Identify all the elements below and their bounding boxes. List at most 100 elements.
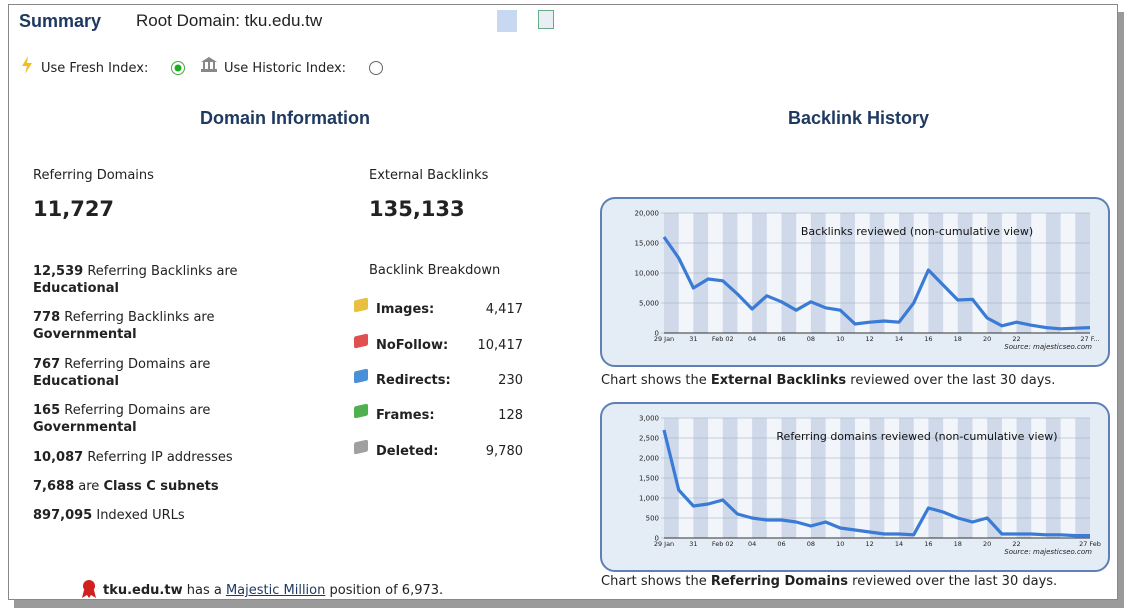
x-tick-label: 16 [924,335,932,343]
fact-number: 10,087 [33,450,84,465]
caption-text: reviewed over the last 30 days. [850,373,1056,388]
backlink-history-heading: Backlink History [788,108,930,128]
x-tick-label: 27 Feb [1079,540,1101,548]
fact-number: 897,095 [33,508,93,523]
breakdown-value: 9,780 [485,444,523,459]
fact-number: 165 [33,403,61,418]
fact: 767 Referring Domains are Educational [33,356,210,390]
fact-bold: Educational [33,374,120,389]
y-tick-label: 0 [655,535,659,543]
x-tick-label: Feb 02 [712,540,734,548]
data-line [662,236,1091,331]
x-tick-label: 06 [777,540,785,548]
x-tick-label: 29 Jan [654,540,674,548]
x-tick-label: Feb 02 [712,335,734,343]
summary-title: Summary [19,11,102,31]
chart-source: Source: majesticseo.com [1004,343,1092,351]
y-tick-label: 0 [655,330,659,338]
award-icon [82,580,96,598]
breakdown-value: 128 [498,408,523,423]
chart-title: Referring domains reviewed (non-cumulati… [776,430,1057,443]
data-line [662,429,1090,538]
y-tick-label: 1,500 [639,475,659,483]
fact-number: 778 [33,310,61,325]
fact-bold: Governmental [33,420,137,435]
fact: 165 Referring Domains are Governmental [33,402,210,436]
fact-text: Referring Domains are [64,357,211,372]
x-tick-label: 31 [689,335,697,343]
footer-text: has a [186,583,222,598]
icon[interactable] [538,10,554,29]
icon[interactable] [497,10,517,32]
line-chart: 0 5,000 10,000 15,000 20,000 29 Jan 31 Feb 02 04… [600,197,1110,367]
caption-text: Chart shows the [601,373,707,388]
breakdown-label: Frames: [376,408,435,423]
root-domain: Root Domain: tku.edu.tw [136,11,323,30]
caption-text: Chart shows the [601,574,707,589]
stat-value: 135,133 [369,197,465,221]
stat-label: External Backlinks [369,168,489,183]
breakdown-value: 230 [498,373,523,388]
footer: tku.edu.tw has a Majestic Million positi… [103,583,443,598]
x-tick-label: 14 [895,335,903,343]
fact-number: 767 [33,357,61,372]
y-tick-label: 2,000 [639,455,659,463]
x-tick-label: 31 [689,540,697,548]
fact-bold: Class C subnets [103,479,219,494]
fact-text: are [78,479,100,494]
x-tick-label: 08 [807,335,815,343]
historic-index-label: Use Historic Index: [224,61,347,76]
footer-text: position of 6,973. [329,583,444,598]
x-tick-label: 04 [748,335,756,343]
fact-text: Indexed URLs [96,508,185,523]
breakdown-label: Images: [376,302,435,317]
y-tick-label: 20,000 [635,210,660,218]
x-tick-label: 06 [777,335,785,343]
footer-domain: tku.edu.tw [103,583,183,598]
chart-caption: Chart shows the External Backlinks revie… [601,373,1055,388]
y-tick-label: 2,500 [639,435,659,443]
chart-title: Backlinks reviewed (non-cumulative view) [801,225,1033,238]
x-tick-label: 04 [748,540,756,548]
x-tick-label: 12 [866,540,874,548]
y-tick-label: 500 [646,515,659,523]
fact: 10,087 Referring IP addresses [33,449,233,466]
stat-label: Referring Domains [33,168,154,183]
caption-bold: Referring Domains [710,574,848,589]
x-tick-label: 20 [983,540,991,548]
x-tick-label: 12 [866,335,874,343]
x-tick-label: 08 [807,540,815,548]
breakdown-label: NoFollow: [376,338,449,353]
radio-fresh[interactable] [170,60,186,76]
fact-number: 12,539 [33,264,84,279]
x-tick-label: 18 [954,540,962,548]
x-tick-label: 22 [1012,540,1020,548]
bank-icon [201,57,217,72]
fact-bold: Governmental [33,327,137,342]
x-tick-label: 16 [924,540,932,548]
fact-bold: Educational [33,281,120,296]
caption-text: reviewed over the last 30 days. [852,574,1058,589]
fact-text: Referring Domains are [64,403,211,418]
y-tick-label: 15,000 [635,240,660,248]
stat-value: 11,727 [33,197,115,221]
majestic-million-link[interactable]: Majestic Million [225,583,326,598]
fact-text: Referring Backlinks are [64,310,215,325]
breakdown-label: Deleted: [376,444,439,459]
fact: 897,095 Indexed URLs [33,507,185,524]
breakdown-title: Backlink Breakdown [369,263,501,278]
fact-number: 7,688 [33,479,75,494]
y-tick-label: 10,000 [635,270,660,278]
caption-bold: External Backlinks [710,373,847,388]
x-tick-label: 29 Jan [654,335,674,343]
breakdown-value: 4,417 [485,302,523,317]
fresh-index-label: Use Fresh Index: [41,61,149,76]
radio-historic[interactable] [368,60,384,76]
x-tick-label: 22 [1012,335,1020,343]
bolt-icon [22,56,32,74]
x-tick-label: 10 [836,540,844,548]
x-tick-label: 20 [983,335,991,343]
x-tick-label: 14 [895,540,903,548]
breakdown-value: 10,417 [477,338,524,353]
